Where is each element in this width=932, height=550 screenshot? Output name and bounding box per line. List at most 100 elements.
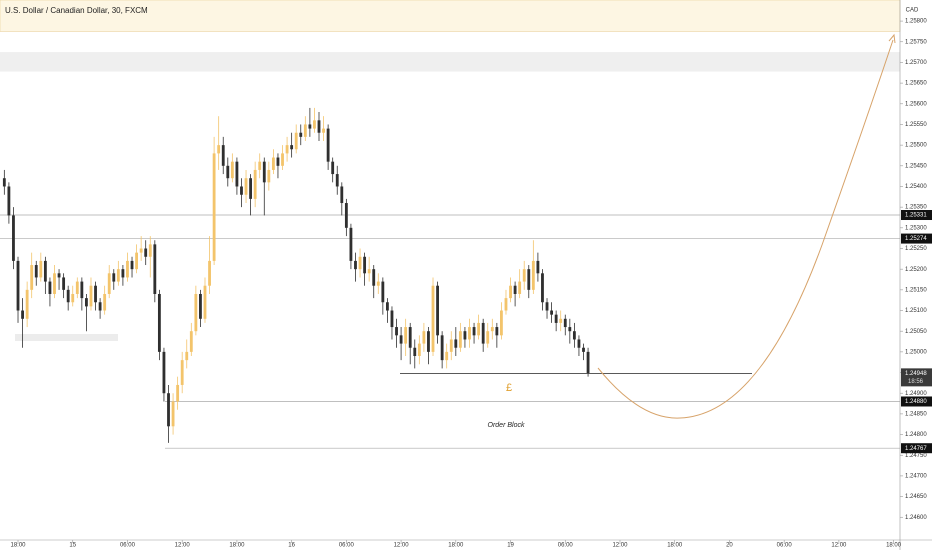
candle-body <box>25 289 29 319</box>
candle-body <box>445 351 449 361</box>
zone <box>0 52 900 72</box>
candle-body <box>504 298 508 311</box>
candle-body <box>290 145 294 150</box>
y-tick-label: 1.24650 <box>905 494 927 500</box>
candle-body <box>62 277 66 290</box>
candle-body <box>39 260 43 278</box>
candle-body <box>12 215 15 261</box>
candle-body <box>577 339 581 348</box>
candle-body <box>413 347 417 357</box>
candle-body <box>427 331 430 352</box>
candle-body <box>103 293 107 311</box>
y-tick-label: 1.24800 <box>905 432 927 438</box>
candle-body <box>545 302 549 311</box>
candle-body <box>57 273 61 278</box>
candle-body <box>285 145 289 154</box>
candle-body <box>189 331 193 352</box>
candle-body <box>582 347 585 352</box>
y-tick-label: 1.25450 <box>905 163 927 169</box>
x-tick-label: 06:00 <box>558 543 574 549</box>
y-tick-label: 1.24600 <box>905 515 927 521</box>
candle-body <box>527 269 531 290</box>
candle-body <box>249 178 253 199</box>
candle-body <box>399 335 403 344</box>
candle-body <box>253 169 257 199</box>
x-tick-label: 20 <box>726 543 733 549</box>
candle-body <box>116 269 120 282</box>
countdown: 18:56 <box>908 379 924 385</box>
candle-body <box>262 161 266 183</box>
candle-body <box>363 256 367 274</box>
arrow-head <box>888 33 896 44</box>
price-label-box <box>901 233 932 244</box>
y-tick-label: 1.25800 <box>905 19 927 25</box>
candle-body <box>226 165 230 179</box>
candle-body <box>98 302 102 311</box>
candle-body <box>531 260 535 290</box>
candle-body <box>500 310 503 336</box>
x-tick-label: 12:00 <box>831 543 847 549</box>
candle-body <box>212 153 216 261</box>
y-tick-label: 1.25700 <box>905 60 927 66</box>
y-tick-label: 1.25300 <box>905 225 927 231</box>
candle-body <box>385 302 389 311</box>
x-tick-label: 06:00 <box>120 543 136 549</box>
y-tick-label: 1.25200 <box>905 267 927 273</box>
price-label: 1.24948 <box>905 371 927 377</box>
candle-body <box>135 252 138 270</box>
candle-body <box>34 265 38 278</box>
candle-body <box>313 120 316 129</box>
candle-body <box>509 285 512 299</box>
candle-body <box>66 289 70 303</box>
candle-body <box>372 269 376 286</box>
candle-body <box>276 157 280 166</box>
candle-body <box>16 260 20 311</box>
x-tick-label: 12:00 <box>175 543 191 549</box>
candle-body <box>235 161 239 187</box>
annotation: Order Block <box>488 422 525 429</box>
candle-body <box>271 157 275 170</box>
candle-body <box>340 186 344 204</box>
x-tick-label: 18:00 <box>886 543 902 549</box>
candle-body <box>208 260 211 286</box>
annotation: £ <box>506 382 512 394</box>
candle-body <box>157 293 161 352</box>
candle-body <box>550 310 553 315</box>
x-tick-label: 19 <box>507 543 514 549</box>
candle-body <box>404 327 408 344</box>
x-tick-label: 18:00 <box>11 543 27 549</box>
y-tick-label: 1.25000 <box>905 349 927 355</box>
candle-body <box>335 174 339 187</box>
candle-body <box>185 351 189 361</box>
candle-body <box>572 331 576 340</box>
y-tick-label: 1.25100 <box>905 308 927 314</box>
candle-body <box>180 360 184 385</box>
candle-body <box>477 322 481 336</box>
y-tick-label: 1.25600 <box>905 101 927 107</box>
candle-body <box>230 161 234 179</box>
candle-body <box>176 384 180 402</box>
y-tick-label: 1.24750 <box>905 453 927 459</box>
candle-body <box>167 393 170 427</box>
candle-body <box>554 314 558 323</box>
price-label: 1.24767 <box>905 446 927 452</box>
candle-body <box>89 285 93 307</box>
candle-body <box>30 265 34 290</box>
y-tick-label: 1.25750 <box>905 39 927 45</box>
y-tick-label: 1.25650 <box>905 81 927 87</box>
candle-body <box>322 128 325 133</box>
price-label-box <box>901 210 932 221</box>
candle-body <box>112 273 116 282</box>
candle-body <box>126 260 129 278</box>
candle-body <box>331 161 335 175</box>
x-tick-label: 18:00 <box>229 543 245 549</box>
candle-body <box>80 281 84 299</box>
price-label-box <box>901 396 932 407</box>
candle-body <box>308 124 312 129</box>
candle-body <box>144 248 148 257</box>
candle-body <box>107 273 111 294</box>
price-label: 1.25274 <box>905 236 927 242</box>
candle-body <box>417 343 421 357</box>
candle-body <box>522 269 526 282</box>
y-tick-label: 1.25250 <box>905 246 927 252</box>
